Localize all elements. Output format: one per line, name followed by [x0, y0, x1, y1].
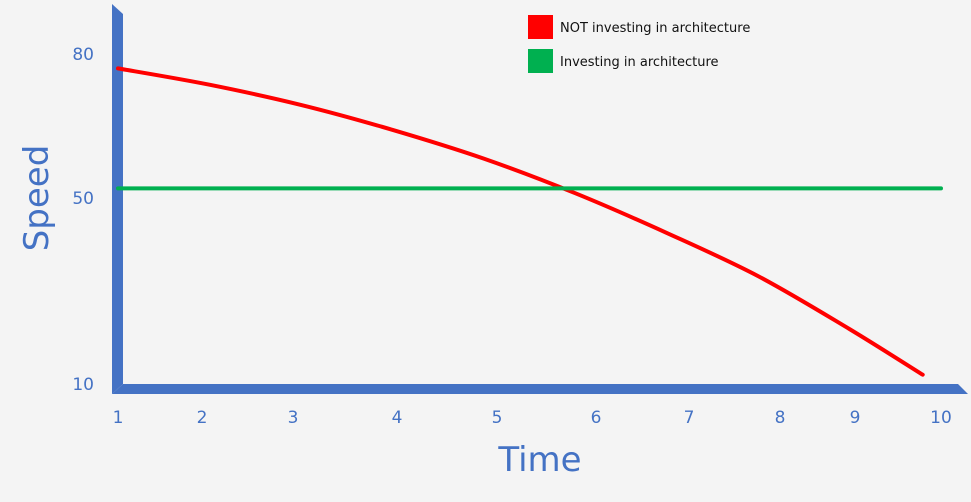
x-tick-label: 9: [850, 408, 861, 428]
y-axis: [112, 4, 123, 394]
series-line-not-investing: [116, 66, 925, 377]
y-tick-label: 10: [72, 375, 94, 395]
x-axis-title: Time: [497, 440, 581, 480]
series-layer: [116, 66, 943, 377]
x-tick-label: 10: [930, 408, 952, 428]
legend-swatch: [528, 15, 553, 39]
y-tick-label: 80: [72, 45, 94, 65]
x-tick-label: 8: [775, 408, 786, 428]
legend-label: NOT investing in architecture: [560, 21, 750, 36]
x-axis: [112, 384, 968, 394]
y-axis-title: Speed: [17, 145, 57, 252]
legend-label: Investing in architecture: [560, 55, 719, 70]
legend: NOT investing in architecture Investing i…: [528, 15, 750, 73]
legend-swatch: [528, 49, 553, 73]
x-tick-label: 6: [591, 408, 602, 428]
y-tick-label: 50: [72, 189, 94, 209]
x-tick-label: 2: [197, 408, 208, 428]
x-tick-label: 5: [492, 408, 503, 428]
x-tick-label: 7: [684, 408, 695, 428]
y-tick-labels: 10 50 80: [72, 45, 94, 395]
x-tick-label: 3: [288, 408, 299, 428]
x-tick-label: 4: [392, 408, 403, 428]
x-tick-label: 1: [113, 408, 124, 428]
x-tick-labels: 1 2 3 4 5 6 7 8 9 10: [113, 408, 952, 428]
